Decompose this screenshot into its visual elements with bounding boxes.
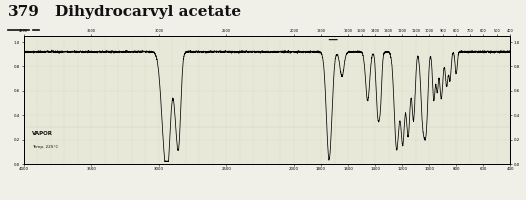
Text: 379: 379 [8,5,40,19]
Text: Temp. 225°C: Temp. 225°C [33,145,59,149]
Text: VAPOR: VAPOR [33,131,54,136]
Text: Dihydrocarvyl acetate: Dihydrocarvyl acetate [55,5,241,19]
